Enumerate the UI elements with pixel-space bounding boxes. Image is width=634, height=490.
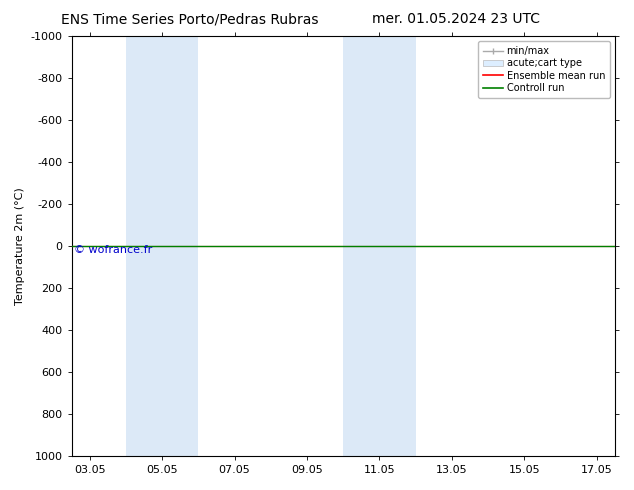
Bar — [379, 36, 416, 456]
Bar — [126, 36, 162, 456]
Y-axis label: Temperature 2m (°C): Temperature 2m (°C) — [15, 187, 25, 305]
Bar — [162, 36, 198, 456]
Text: mer. 01.05.2024 23 UTC: mer. 01.05.2024 23 UTC — [373, 12, 540, 26]
Legend: min/max, acute;cart type, Ensemble mean run, Controll run: min/max, acute;cart type, Ensemble mean … — [479, 41, 610, 98]
Bar — [343, 36, 379, 456]
Text: © wofrance.fr: © wofrance.fr — [74, 245, 153, 255]
Text: ENS Time Series Porto/Pedras Rubras: ENS Time Series Porto/Pedras Rubras — [61, 12, 319, 26]
